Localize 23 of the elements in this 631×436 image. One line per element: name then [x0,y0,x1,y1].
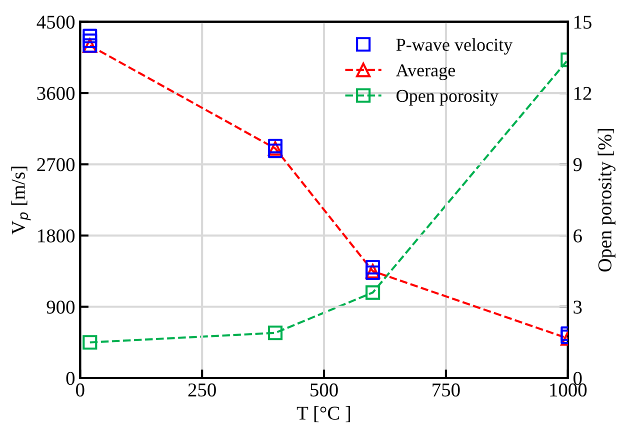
x-tick-label: 1000 [550,383,587,397]
legend-label: Average [396,64,455,80]
y2-tick-label: 6 [574,229,582,242]
y-tick-label: 900 [46,300,75,314]
y2-tick-label: 0 [574,372,582,385]
y2-tick-label: 12 [574,86,592,100]
y2-tick-label: 9 [573,158,582,172]
legend-label: Open porosity [396,90,499,106]
x-tick-label: 0 [76,383,84,397]
y2-tick-label: 3 [574,300,582,314]
x-tick-label: 500 [310,383,338,397]
y-tick-label: 1800 [38,229,75,242]
y-tick-label: 4500 [36,16,75,29]
y-tick-label: 3600 [37,86,75,100]
x-tick-label: 750 [432,383,460,397]
legend-label: P-wave velocity [396,38,513,55]
y-tick-label: 0 [66,372,75,385]
x-tick-label: 250 [188,383,216,397]
y-tick-label: 2700 [37,158,75,172]
x-axis-title: T [°C ] [296,406,350,422]
y-axis-title: V$_{p}$ [m/s] [11,166,31,234]
y2-axis-title: Open porosity [%] [598,128,616,272]
y2-tick-label: 15 [574,16,592,29]
